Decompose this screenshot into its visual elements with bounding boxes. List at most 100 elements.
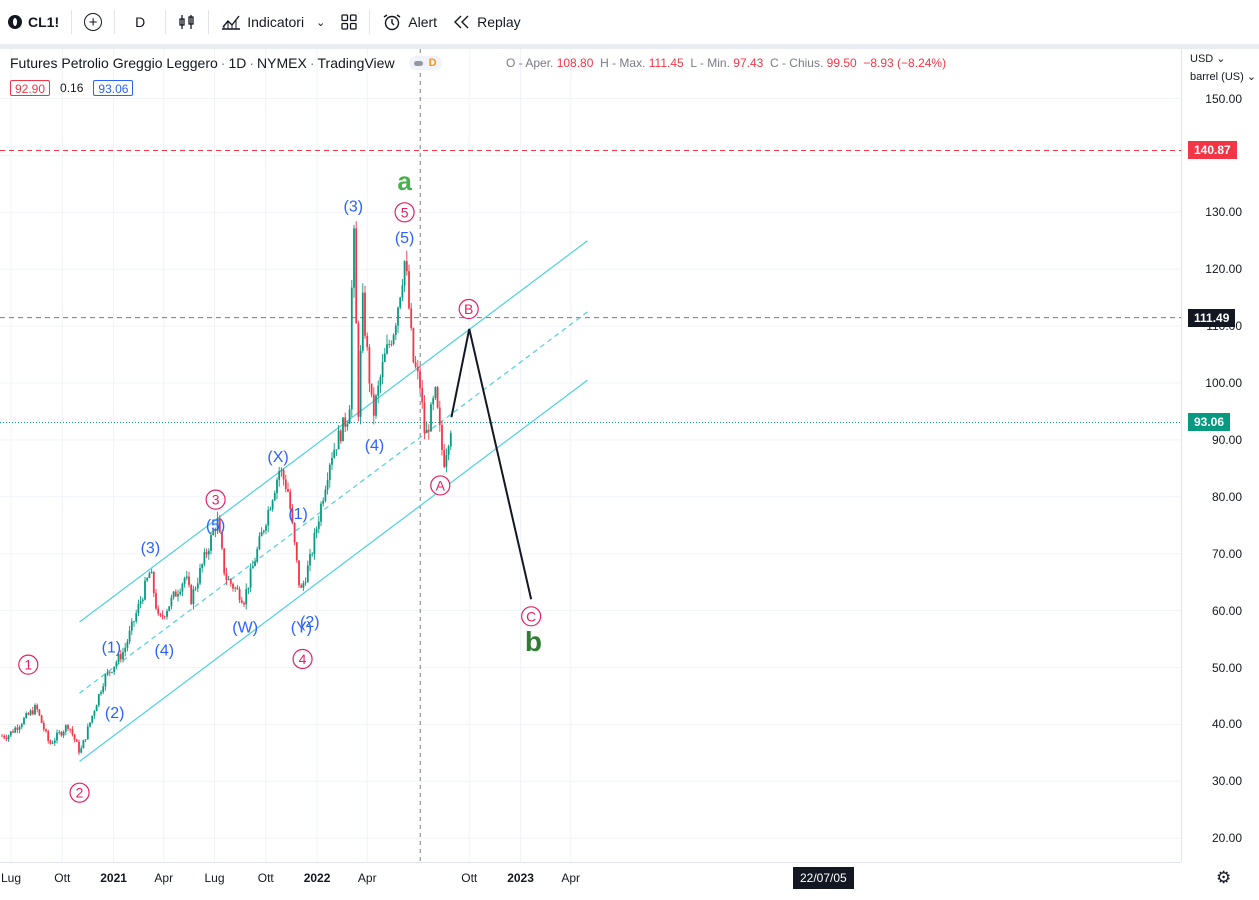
candle-body — [58, 732, 61, 733]
candle-body — [45, 729, 47, 732]
candle-body — [410, 308, 413, 329]
horizontal-price-lines[interactable] — [0, 149, 1181, 423]
candle-body — [188, 576, 190, 585]
candle-body — [320, 503, 322, 522]
time-axis[interactable]: 22/07/05 Lug Ott 2021 Apr Lug Ott 2022 Apr Ott 20… — [0, 862, 1181, 893]
indicators-button[interactable]: Indicatori ⌄ — [213, 0, 333, 44]
candle-body — [155, 593, 157, 609]
projection-path[interactable] — [450, 328, 533, 600]
candle-body — [159, 613, 162, 616]
wave-label-circle — [69, 782, 90, 803]
chevron-down-icon[interactable]: ⌄ — [316, 16, 326, 29]
wave-label-blue[interactable]: (X) — [267, 449, 288, 466]
candle-body — [23, 717, 25, 725]
candle-body — [289, 491, 292, 509]
wave-label-blue[interactable]: (Y) — [291, 620, 312, 637]
open-value: 108.80 — [556, 56, 594, 70]
candle-body — [183, 578, 186, 584]
wave-label-blue[interactable]: (4) — [365, 438, 385, 455]
candle-body — [40, 715, 43, 723]
legend-title[interactable]: Futures Petrolio Greggio Leggero — [10, 55, 218, 71]
wave-label-dark-green[interactable]: b — [525, 626, 542, 657]
wave-label-blue[interactable]: (W) — [232, 620, 258, 637]
layouts-button[interactable] — [333, 0, 365, 44]
candle-body — [106, 671, 109, 675]
candle-body — [130, 621, 133, 631]
unit-selector[interactable]: barrel (US) ⌄ — [1190, 71, 1257, 83]
symbol-search-button[interactable]: CL1! — [0, 0, 67, 44]
candle-body — [368, 347, 371, 384]
wave-label-circled[interactable]: 5 — [394, 202, 415, 223]
wave-label-text: B — [464, 301, 473, 317]
candle-body — [34, 705, 36, 715]
candle-body — [425, 429, 428, 433]
compare-button[interactable]: + — [76, 0, 110, 44]
candle-body — [399, 297, 402, 308]
wave-labels[interactable]: 12(1)(2)(3)(4)3(5)(W)(X)(1)(Y)(2)4(3)(4)… — [18, 166, 542, 803]
toolbar-divider — [114, 10, 116, 34]
candle-body — [82, 740, 85, 749]
price-tick-label: 40.00 — [1211, 717, 1242, 732]
sell-price-button[interactable]: 92.90 — [10, 80, 51, 96]
chart-type-button[interactable] — [170, 0, 204, 44]
candle-body — [221, 532, 223, 549]
price-chart-canvas[interactable]: 12(1)(2)(3)(4)3(5)(W)(X)(1)(Y)(2)4(3)(4)… — [0, 49, 1259, 900]
buy-price-button[interactable]: 93.06 — [93, 80, 134, 96]
wave-label-green[interactable]: a — [397, 166, 412, 196]
wave-label-circled[interactable]: C — [521, 606, 542, 627]
wave-label-circled[interactable]: 4 — [292, 648, 313, 670]
abc-projection-line[interactable] — [450, 328, 533, 600]
candle-body — [174, 591, 177, 597]
wave-label-blue[interactable]: (3) — [141, 540, 161, 557]
wave-label-circled[interactable]: A — [430, 475, 451, 496]
candle-body — [14, 727, 17, 733]
candle-body — [372, 394, 375, 416]
wave-label-circled[interactable]: 3 — [205, 489, 226, 510]
wave-label-circled[interactable]: B — [458, 298, 479, 320]
wave-label-text: C — [526, 608, 536, 624]
wave-label-blue[interactable]: (1) — [102, 640, 122, 657]
candle-body — [269, 509, 272, 511]
currency-selector[interactable]: USD ⌄ — [1190, 53, 1226, 65]
gear-icon[interactable]: ⚙ — [1216, 868, 1232, 887]
wave-label-blue[interactable]: (2) — [300, 614, 320, 631]
wave-label-blue[interactable]: (3) — [344, 199, 364, 216]
candle-body — [93, 711, 96, 716]
candle-body — [375, 395, 377, 416]
candle-body — [97, 694, 100, 706]
wave-label-blue[interactable]: (1) — [288, 506, 308, 523]
candle-body — [271, 500, 274, 510]
candle-body — [357, 323, 360, 417]
candle-body — [144, 580, 146, 600]
wave-label-circled[interactable]: 1 — [18, 654, 39, 675]
candle-body — [355, 228, 358, 324]
channel-lower-line[interactable] — [79, 379, 588, 762]
channel-middle-line[interactable] — [79, 311, 588, 694]
candle-body — [181, 583, 184, 592]
candle-body — [67, 725, 69, 729]
candle-body — [137, 604, 140, 614]
candle-body — [64, 725, 67, 732]
wave-label-blue[interactable]: (5) — [206, 517, 226, 534]
candle-body — [434, 387, 437, 399]
candle-body — [313, 532, 316, 555]
alert-button[interactable]: Alert — [374, 0, 445, 44]
price-axis[interactable]: USD ⌄ barrel (US) ⌄ 150.00 130.00 120.00 11… — [1181, 49, 1259, 862]
channel-upper-line[interactable] — [79, 240, 588, 623]
candle-body — [199, 568, 201, 584]
market-status-pill[interactable]: D — [408, 56, 442, 70]
wave-label-blue[interactable]: (5) — [395, 230, 415, 247]
wave-label-circled[interactable]: 2 — [69, 782, 90, 803]
candle-body — [383, 353, 386, 362]
candle-body — [359, 350, 362, 417]
wave-label-blue[interactable]: (2) — [105, 705, 125, 722]
candle-body — [291, 508, 294, 523]
candle-body — [62, 731, 65, 736]
parallel-channel[interactable] — [79, 240, 588, 762]
candle-body — [438, 407, 441, 426]
interval-button[interactable]: D — [119, 0, 161, 44]
candle-body — [194, 588, 197, 590]
candle-body — [95, 705, 98, 712]
wave-label-blue[interactable]: (4) — [155, 642, 175, 659]
replay-button[interactable]: Replay — [445, 0, 529, 44]
